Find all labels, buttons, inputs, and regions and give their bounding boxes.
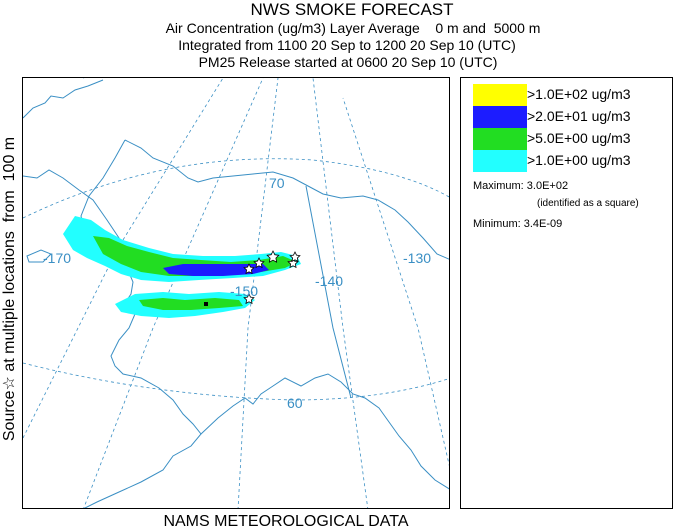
- source-star-icon: [243, 263, 255, 275]
- legend-label: >1.0E+02 ug/m3: [527, 86, 631, 102]
- minimum-value: Minimum: 3.4E-09: [473, 218, 563, 230]
- siberia-coast: [23, 79, 128, 257]
- lon-m160-line: [83, 78, 264, 508]
- lon-m130-line: [342, 97, 449, 467]
- west-alaska-coast: [80, 139, 202, 508]
- maximum-value: Maximum: 3.0E+02: [473, 180, 569, 192]
- st-lawrence-island: [26, 249, 52, 263]
- map-panel: -170 -150 -140 -130 70 60: [22, 77, 450, 509]
- source-star-icon: [287, 257, 299, 269]
- source-star-icon: [289, 251, 301, 263]
- integration-period: Integrated from 1100 20 Sep to 1200 20 S…: [178, 37, 516, 53]
- graticule-labels: -170 -150 -140 -130 70 60: [43, 175, 431, 411]
- legend-swatch: [473, 84, 527, 106]
- lat-label-60: 60: [287, 395, 303, 411]
- lon-label-m150: -150: [230, 283, 258, 299]
- lon-m150-line: [237, 78, 279, 508]
- concentration-subtitle: Air Concentration (ug/m3) Layer Average …: [165, 20, 541, 36]
- legend-swatch: [473, 106, 527, 128]
- lon-label-m170: -170: [43, 250, 71, 266]
- maximum-note: (identified as a square): [537, 198, 639, 209]
- south-alaska-coast: [200, 373, 449, 490]
- legend-panel: >1.0E+02 ug/m3 >2.0E+01 ug/m3 >5.0E+00 u…: [460, 77, 673, 509]
- lon-label-m140: -140: [315, 273, 343, 289]
- lat-label-70: 70: [269, 175, 285, 191]
- meteorological-data-label: NAMS METEOROLOGICAL DATA: [163, 513, 409, 530]
- source-side-label: Source☆ at multiple locations from 100 m: [1, 136, 18, 442]
- legend-swatch: [473, 150, 527, 172]
- legend-label: >1.0E+00 ug/m3: [527, 152, 631, 168]
- release-time: PM25 Release started at 0600 20 Sep 10 (…: [198, 54, 498, 70]
- lat-60-line: [23, 362, 449, 401]
- source-star-icon: [266, 250, 280, 263]
- alaska-map: -170 -150 -140 -130 70 60: [23, 78, 449, 508]
- legend-label: >2.0E+01 ug/m3: [527, 108, 631, 124]
- source-star-icon: [253, 257, 265, 269]
- north-alaska-coast: [124, 139, 449, 260]
- legend-item-green: >5.0E+00 ug/m3: [473, 128, 669, 150]
- lon-m140-line: [312, 78, 369, 508]
- map-title: NWS SMOKE FORECAST: [250, 0, 454, 19]
- legend-item-cyan: >1.0E+00 ug/m3: [473, 150, 669, 172]
- smoke-plume: [63, 216, 301, 318]
- maximum-square: [204, 302, 208, 306]
- legend-item-blue: >2.0E+01 ug/m3: [473, 106, 669, 128]
- lon-label-m130: -130: [403, 250, 431, 266]
- legend-label: >5.0E+00 ug/m3: [527, 130, 631, 146]
- legend-swatch: [473, 128, 527, 150]
- lat-70-line: [23, 158, 449, 219]
- plume-level-blue-north: [163, 264, 269, 276]
- border-line: [305, 185, 352, 399]
- legend-item-yellow: >1.0E+02 ug/m3: [473, 84, 669, 106]
- source-star-icon: [243, 293, 255, 305]
- source-stars: [243, 250, 301, 305]
- plume-level-green-south: [139, 298, 243, 310]
